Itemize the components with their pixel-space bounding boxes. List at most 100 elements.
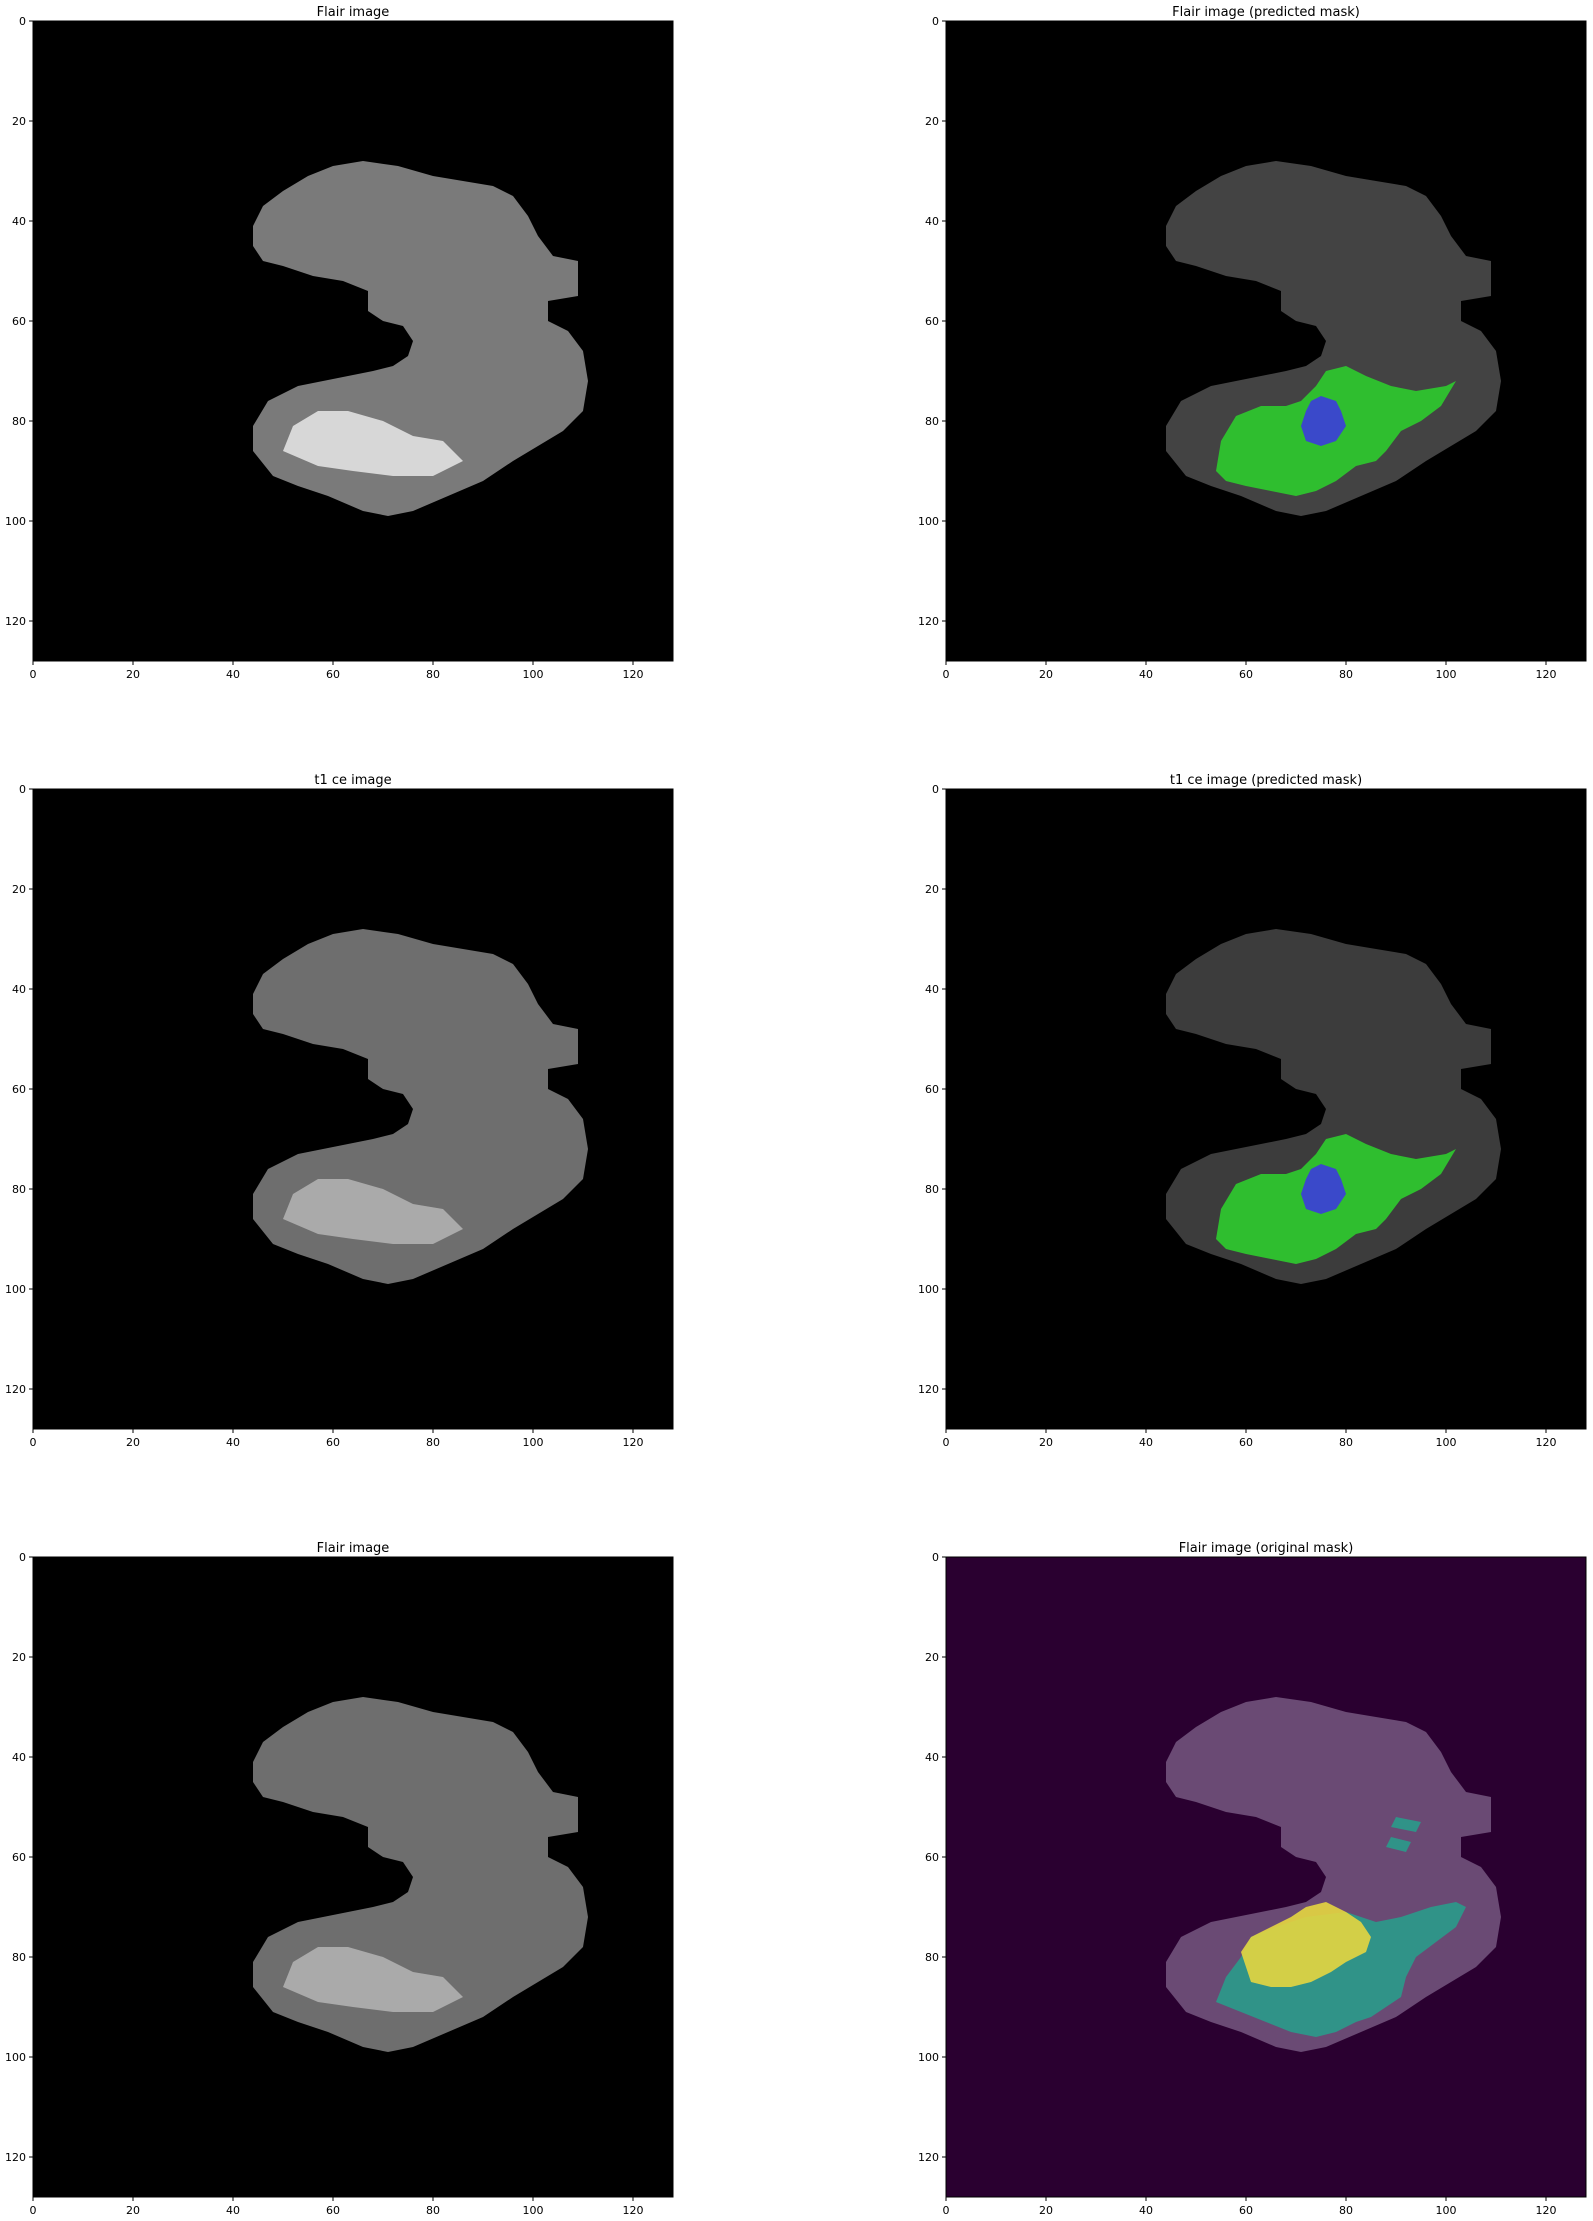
x-tick-label: 80: [426, 668, 440, 681]
x-tick-label: 120: [1536, 668, 1557, 681]
y-tick-label: 100: [5, 1283, 26, 1296]
x-tick-label: 100: [1436, 1436, 1457, 1449]
x-tick-label: 0: [30, 1436, 37, 1449]
y-tick-label: 80: [925, 1183, 939, 1196]
y-tick-label: 120: [5, 1383, 26, 1396]
x-tick-label: 120: [1536, 2204, 1557, 2217]
y-tick-label: 120: [918, 2151, 939, 2164]
y-tick-label: 0: [932, 783, 939, 796]
y-tick-label: 80: [12, 415, 26, 428]
hyperintense-region: [283, 411, 463, 476]
y-tick-label: 100: [5, 2051, 26, 2064]
y-tick-label: 60: [12, 1083, 26, 1096]
y-tick-label: 40: [925, 1751, 939, 1764]
x-tick-label: 40: [1139, 1436, 1153, 1449]
predicted-core-mask: [1301, 396, 1346, 446]
y-tick-label: 80: [12, 1183, 26, 1196]
y-tick-label: 0: [19, 1551, 26, 1564]
axes-frame: [945, 788, 1587, 1430]
x-tick-label: 80: [1339, 668, 1353, 681]
x-tick-label: 40: [226, 2204, 240, 2217]
x-tick-label: 0: [943, 668, 950, 681]
x-tick-label: 20: [126, 2204, 140, 2217]
x-tick-label: 100: [523, 1436, 544, 1449]
panel-flair-image: 0 20 40 60 80 100 120 0 20 40 60 80 100 120 Flair imag…: [5, 5, 674, 681]
y-tick-label: 80: [925, 415, 939, 428]
x-tick-label: 40: [1139, 2204, 1153, 2217]
axes-frame: [32, 1556, 674, 2198]
y-tick-label: 100: [918, 515, 939, 528]
x-tick-label: 0: [30, 2204, 37, 2217]
x-tick-label: 20: [1039, 2204, 1053, 2217]
y-tick-label: 0: [932, 1551, 939, 1564]
panel-title: Flair image (original mask): [1179, 1541, 1354, 1556]
axes-frame: [32, 788, 674, 1430]
y-tick-label: 20: [925, 883, 939, 896]
y-tick-label: 20: [12, 115, 26, 128]
panel-flair-predicted-mask: 0 20 40 60 80 100 120 0 20 40 60 80 100 120 Flair imag…: [918, 5, 1587, 681]
y-tick-label: 0: [932, 15, 939, 28]
panel-title: Flair image: [317, 5, 390, 20]
x-tick-label: 80: [426, 1436, 440, 1449]
panel-title: t1 ce image: [314, 773, 391, 788]
axes-frame: [945, 1556, 1587, 2198]
y-tick-label: 120: [918, 1383, 939, 1396]
y-tick-label: 40: [12, 1751, 26, 1764]
axes-frame: [32, 20, 674, 662]
x-tick-label: 40: [1139, 668, 1153, 681]
x-tick-label: 100: [1436, 2204, 1457, 2217]
x-tick-label: 40: [226, 1436, 240, 1449]
x-tick-label: 0: [943, 1436, 950, 1449]
y-tick-label: 40: [925, 983, 939, 996]
x-tick-label: 80: [1339, 2204, 1353, 2217]
x-tick-label: 0: [943, 2204, 950, 2217]
y-tick-label: 120: [918, 615, 939, 628]
x-tick-label: 60: [326, 2204, 340, 2217]
y-tick-label: 0: [19, 783, 26, 796]
x-tick-label: 0: [30, 668, 37, 681]
panel-title: Flair image: [317, 1541, 390, 1556]
x-tick-label: 100: [523, 2204, 544, 2217]
y-tick-label: 60: [925, 1083, 939, 1096]
x-tick-label: 100: [523, 668, 544, 681]
x-tick-label: 20: [1039, 668, 1053, 681]
x-tick-label: 120: [623, 1436, 644, 1449]
original-edema-fleck: [1386, 1837, 1411, 1852]
panel-title: t1 ce image (predicted mask): [1170, 773, 1362, 788]
x-tick-label: 120: [1536, 1436, 1557, 1449]
x-tick-label: 120: [623, 668, 644, 681]
y-tick-label: 20: [925, 115, 939, 128]
original-edema-fleck: [1391, 1817, 1421, 1832]
x-tick-label: 20: [1039, 1436, 1053, 1449]
original-core-mask: [1241, 1902, 1371, 1987]
x-tick-label: 20: [126, 668, 140, 681]
x-tick-label: 100: [1436, 668, 1457, 681]
hyperintense-region: [283, 1179, 463, 1244]
y-tick-label: 20: [925, 1651, 939, 1664]
y-tick-label: 60: [12, 315, 26, 328]
image-background: [33, 1557, 673, 2197]
y-tick-label: 20: [12, 883, 26, 896]
y-tick-label: 60: [12, 1851, 26, 1864]
y-tick-label: 80: [12, 1951, 26, 1964]
y-tick-label: 120: [5, 2151, 26, 2164]
y-tick-label: 0: [19, 15, 26, 28]
y-tick-label: 100: [918, 2051, 939, 2064]
y-tick-label: 120: [5, 615, 26, 628]
x-tick-label: 20: [126, 1436, 140, 1449]
y-tick-label: 40: [925, 215, 939, 228]
panel-flair-image-2: 0 20 40 60 80 100 120 0 20 40 60 80 100 120 Flair imag…: [5, 1541, 674, 2217]
axes-frame: [945, 20, 1587, 662]
panel-t1ce-predicted-mask: 0 20 40 60 80 100 120 0 20 40 60 80 100 120 t1 ce imag…: [918, 773, 1587, 1449]
x-tick-label: 80: [1339, 1436, 1353, 1449]
image-background: [946, 1557, 1586, 2197]
y-tick-label: 80: [925, 1951, 939, 1964]
x-tick-label: 80: [426, 2204, 440, 2217]
hyperintense-region: [283, 1947, 463, 2012]
y-tick-label: 60: [925, 315, 939, 328]
x-tick-label: 60: [1239, 2204, 1253, 2217]
x-tick-label: 60: [1239, 668, 1253, 681]
x-tick-label: 60: [1239, 1436, 1253, 1449]
image-background: [33, 789, 673, 1429]
